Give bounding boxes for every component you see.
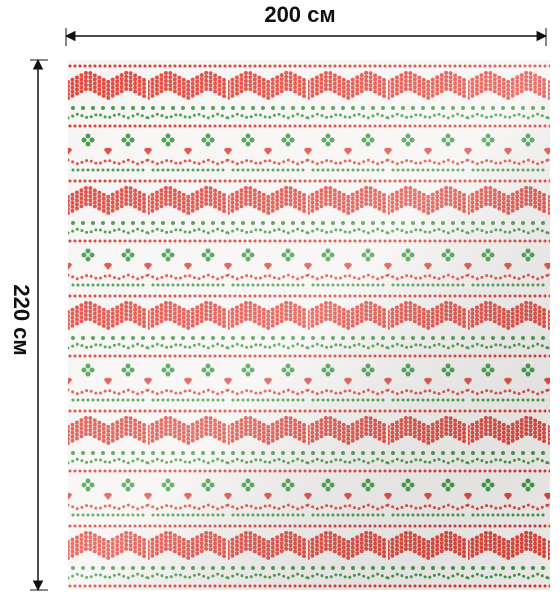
fabric-shading (68, 60, 550, 590)
width-label: 200 см (264, 2, 335, 27)
height-label: 220 см (9, 284, 34, 355)
